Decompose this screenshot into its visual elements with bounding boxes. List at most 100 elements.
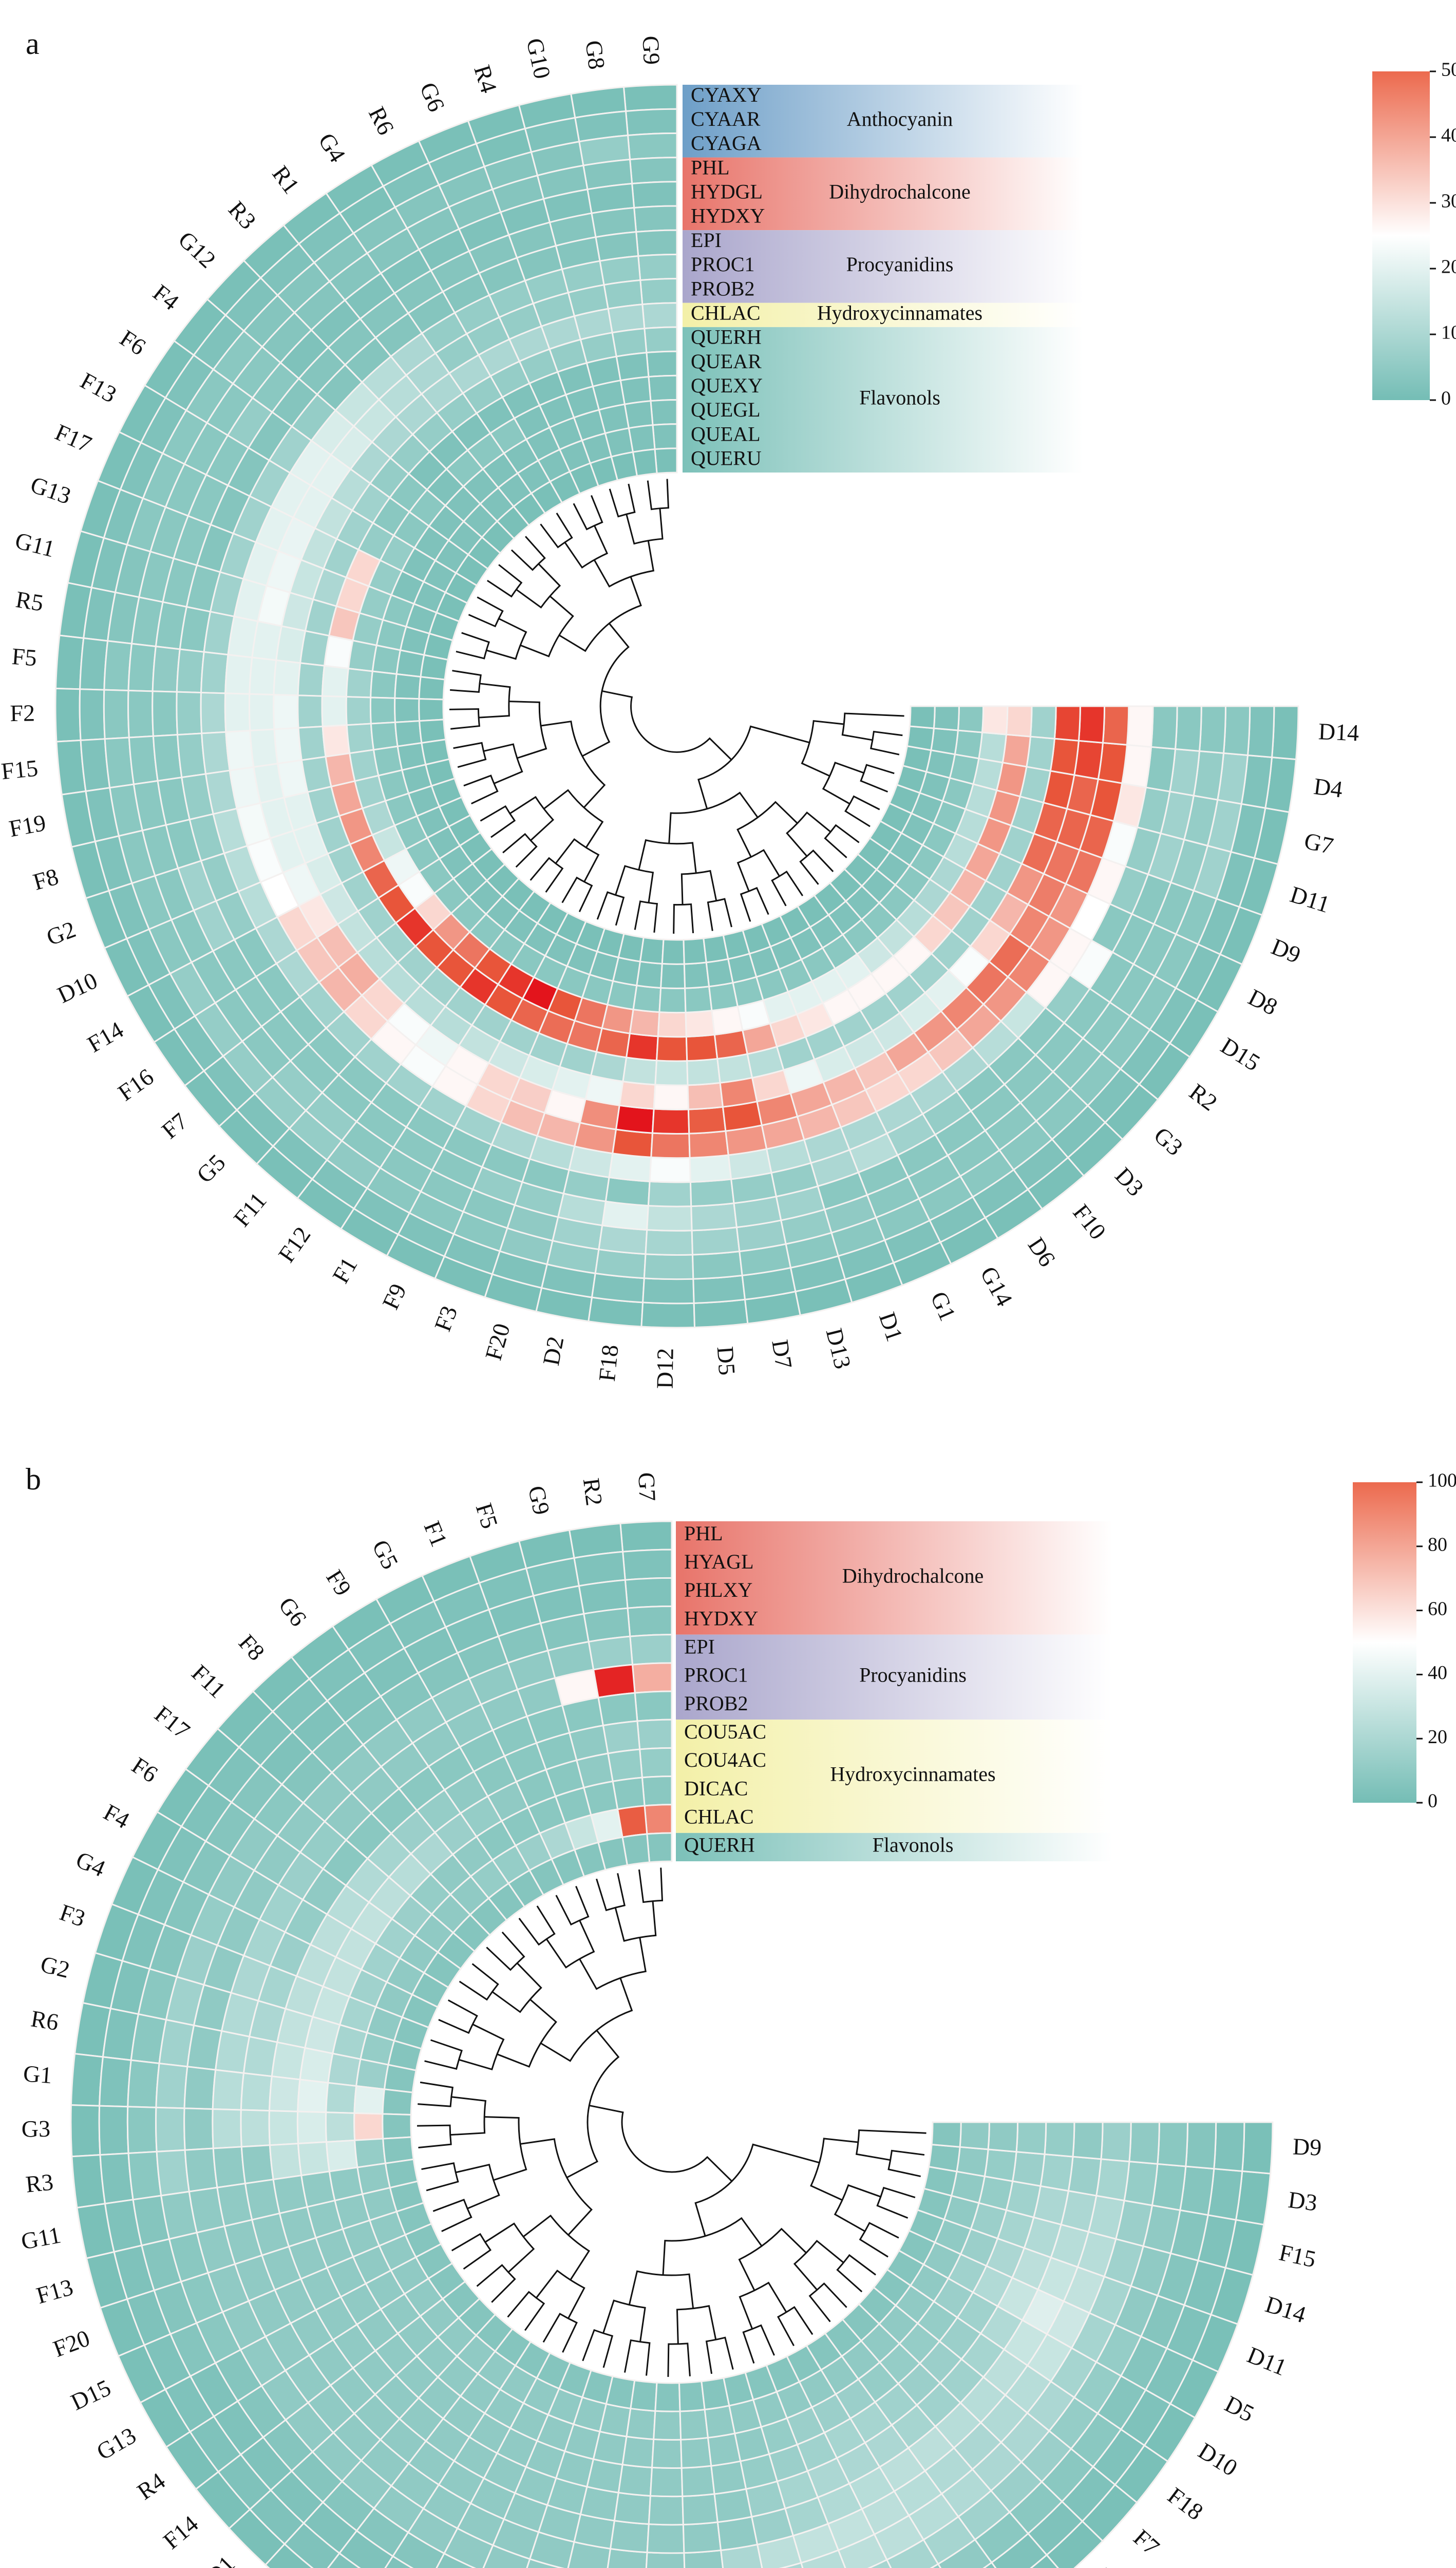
sample-label: D5 (1221, 2390, 1258, 2427)
dendrogram-branch (449, 708, 481, 730)
heatmap-cell (371, 644, 402, 675)
heatmap-cell (240, 2072, 273, 2112)
panel-letter: b (26, 1462, 41, 1496)
compound-label: QUEXY (691, 374, 763, 397)
heatmap-cell (103, 689, 130, 740)
dendrogram-branch (593, 540, 655, 588)
dendrogram-branch (801, 720, 844, 777)
dendrogram-branch (742, 2324, 775, 2364)
sample-label: F13 (76, 367, 121, 408)
sample-label: F18 (594, 1344, 623, 1383)
heatmap-cell (225, 729, 255, 771)
heatmap-cell (212, 2146, 247, 2188)
heatmap-cell (651, 2438, 683, 2469)
sample-label: F6 (127, 1752, 163, 1787)
heatmap-cell (685, 1010, 716, 1038)
heatmap-cell (249, 656, 277, 696)
sample-label: F17 (51, 419, 96, 457)
heatmap-cell (621, 2435, 655, 2468)
sample-label: G2 (43, 916, 79, 950)
dendrogram-branch (589, 2104, 733, 2182)
heatmap-cell (418, 676, 446, 701)
heatmap-cell (597, 1692, 638, 1727)
heatmap-cell (103, 640, 133, 692)
group-band (676, 1634, 1112, 1720)
group-label: Procyanidins (859, 1664, 967, 1687)
dendrogram-branch (799, 849, 834, 885)
heatmap-cell (54, 634, 85, 690)
heatmap-cell (212, 2069, 245, 2111)
heatmap-cell (1246, 705, 1275, 759)
group-band (676, 1833, 1112, 1861)
heatmap-cell (599, 2403, 632, 2438)
heatmap-cell (683, 961, 710, 989)
sample-label: F15 (1277, 2239, 1318, 2272)
compound-label: QUEGL (691, 398, 761, 421)
heatmap-cell (249, 728, 279, 768)
heatmap-cell (680, 2465, 715, 2497)
heatmap-cell (322, 724, 351, 758)
heatmap-cell (1077, 705, 1106, 744)
heatmap-cell (680, 2437, 712, 2469)
dendrogram-branch (561, 876, 593, 912)
heatmap-cell (345, 696, 372, 726)
dendrogram-branch (518, 1905, 556, 1946)
heatmap-cell (1001, 733, 1032, 768)
heatmap-cell (693, 1298, 749, 1329)
compound-label: CHLAC (684, 1805, 754, 1828)
sample-label: F19 (7, 809, 48, 842)
dendrogram-branch (738, 2227, 807, 2291)
heatmap-cell (691, 1226, 741, 1256)
dendrogram-branch (836, 2254, 876, 2293)
compound-label: PHL (691, 156, 730, 179)
sample-label: F17 (150, 1701, 195, 1744)
heatmap-cell (646, 1204, 693, 1232)
heatmap-cell (354, 2138, 387, 2168)
dendrogram-branch (530, 857, 564, 893)
dendrogram-branch (609, 483, 636, 518)
heatmap-cells (70, 1520, 1274, 2568)
compound-label: COU5AC (684, 1720, 766, 1743)
heatmap-cell (909, 705, 936, 729)
group-band (683, 327, 1083, 473)
heatmap-cell (688, 1130, 729, 1159)
dendrogram-branch (614, 1901, 657, 1942)
colorbar-tick-label: 0 (1441, 388, 1451, 409)
heatmap-cell (355, 2058, 389, 2090)
heatmap-cell (609, 2520, 650, 2554)
heatmap-cell (658, 987, 687, 1014)
sample-label: F7 (1128, 2524, 1164, 2560)
heatmap-cell (1241, 2121, 1274, 2175)
dendrogram-branch (520, 595, 574, 657)
dendrogram-branch (860, 764, 895, 792)
compound-label: PROB2 (684, 1692, 748, 1715)
heatmap-cell (686, 1058, 721, 1086)
colorbar-tick-label: 60 (1428, 1598, 1447, 1619)
heatmap-cell (353, 2085, 386, 2115)
sample-label: F1 (419, 1517, 453, 1550)
heatmap-cell (691, 1250, 743, 1280)
heatmap-cell (249, 693, 275, 732)
heatmap-cell (1150, 705, 1178, 750)
heatmap-cell (689, 1154, 732, 1183)
compound-label: HYAGL (684, 1550, 754, 1573)
heatmap-cell (613, 2491, 651, 2525)
group-label: Flavonols (859, 386, 940, 409)
sample-label: G14 (975, 1262, 1018, 1311)
sample-label: D5 (712, 1346, 741, 1376)
heatmap-cell (644, 1804, 673, 1835)
heatmap-cell (978, 731, 1008, 764)
dendrogram-branch (432, 2199, 472, 2232)
sample-label: G1 (23, 2060, 53, 2088)
heatmap-cell (639, 1747, 673, 1779)
heatmap-cell (636, 960, 663, 989)
heatmap-cell (1128, 2121, 1160, 2165)
sample-label: G9 (638, 35, 665, 65)
dendrogram-branch (634, 900, 658, 933)
dendrogram-branch (555, 838, 600, 882)
colorbar-tick-label: 300 (1441, 191, 1456, 212)
heatmap-cell (273, 694, 299, 730)
sample-label: G6 (274, 1592, 312, 1631)
heatmap-cell (99, 2056, 132, 2108)
